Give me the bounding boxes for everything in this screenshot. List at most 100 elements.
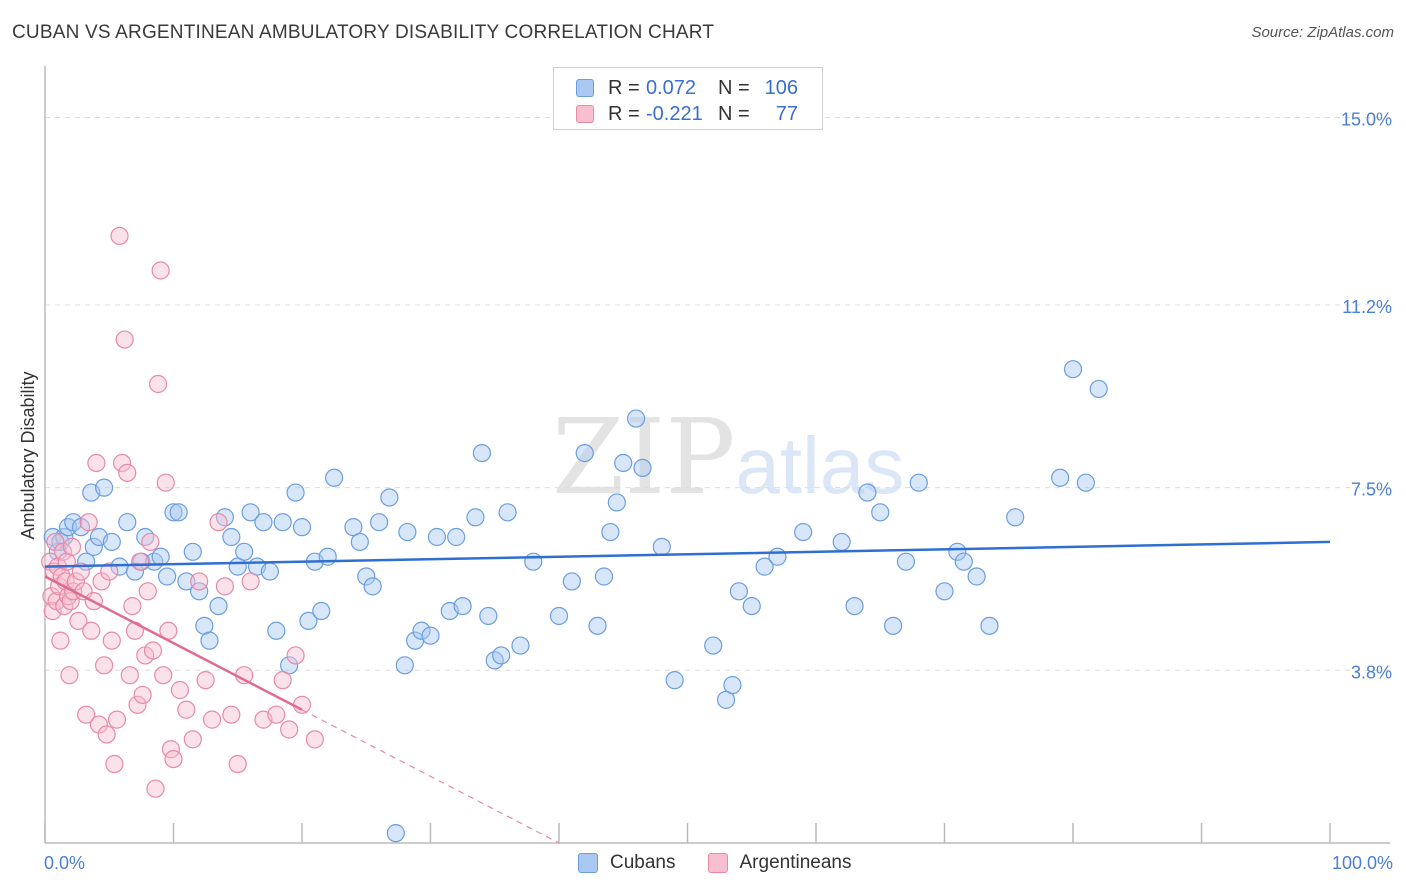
series-legend-argentineans[interactable]: Argentineans: [707, 852, 851, 874]
argentinean-point: [133, 685, 152, 705]
cuban-point: [222, 527, 241, 547]
cuban-point: [742, 596, 761, 616]
cuban-point: [292, 518, 312, 537]
cuban-point: [177, 572, 196, 591]
legend-r-label: R =: [608, 102, 640, 125]
argentinean-point: [215, 577, 234, 596]
argentinean-point: [151, 261, 170, 280]
cuban-point: [209, 596, 228, 616]
argentinean-point: [143, 641, 163, 660]
cuban-point: [421, 626, 440, 645]
series-legend: Cubans Argentineans: [578, 852, 883, 874]
argentinean-point: [120, 666, 139, 685]
cuban-point: [575, 443, 594, 463]
cuban-point: [511, 636, 530, 655]
cuban-point: [235, 542, 254, 561]
cuban-point: [858, 483, 877, 502]
argentinean-point: [107, 710, 127, 729]
argentinean-point: [222, 705, 241, 724]
cuban-point: [948, 542, 967, 561]
argentinean-point: [46, 532, 65, 552]
cuban-point: [665, 671, 684, 690]
cuban-point: [200, 631, 219, 650]
cuban-point: [267, 621, 286, 640]
cuban-trend-line: [44, 540, 1331, 568]
cuban-point: [260, 562, 279, 581]
argentinean-point: [53, 542, 73, 561]
cuban-point: [614, 453, 633, 473]
argentinean-point: [66, 572, 85, 591]
source-label: Source: ZipAtlas.com: [1251, 24, 1394, 41]
legend-r-value: -0.221: [646, 102, 703, 125]
cuban-point: [896, 552, 916, 571]
argentinean-point: [292, 695, 312, 714]
legend-n-value: 77: [775, 102, 798, 125]
series-legend-cubans[interactable]: Cubans: [578, 852, 676, 874]
argentinean-point: [92, 572, 111, 591]
cuban-point: [562, 572, 581, 591]
cuban-point: [1051, 468, 1070, 487]
cuban-point: [1089, 379, 1108, 399]
cuban-point: [164, 503, 183, 522]
cuban-point: [84, 537, 103, 556]
argentinean-point: [209, 513, 228, 532]
argentinean-point: [95, 656, 114, 675]
cuban-point: [412, 621, 431, 640]
cuban-point: [954, 552, 973, 571]
cuban-point: [498, 503, 517, 522]
legend-r-value: 0.072: [646, 76, 697, 99]
legend-row-argentineans: R = -0.221 N = 77: [576, 102, 798, 126]
cuban-point: [299, 611, 318, 631]
argentinean-point: [87, 453, 106, 473]
cuban-point: [386, 824, 405, 843]
cuban-point: [980, 616, 999, 635]
cuban-point: [607, 493, 626, 512]
argentinean-point: [130, 552, 150, 571]
cuban-point: [151, 547, 170, 566]
argentinean-point: [51, 631, 70, 650]
argentinean-point: [69, 611, 88, 631]
cuban-point: [1063, 360, 1083, 379]
cuban-point: [479, 606, 498, 626]
argentinean-point: [71, 562, 91, 581]
watermark-atlas: atlas: [735, 421, 905, 510]
cuban-point: [967, 567, 986, 586]
series-swatch-argentineans: [707, 853, 728, 873]
cuban-point: [909, 473, 928, 492]
argentinean-point: [146, 779, 165, 798]
cuban-point: [318, 547, 337, 566]
watermark-zip: ZIP: [552, 396, 736, 518]
argentinean-point: [190, 572, 209, 591]
cuban-point: [652, 537, 671, 556]
y-tick-label: 3.8%: [1351, 662, 1392, 682]
cuban-point: [380, 488, 399, 507]
cuban-point: [398, 522, 417, 542]
argentinean-point: [112, 453, 132, 473]
argentinean-point: [141, 532, 160, 552]
cuban-point: [286, 483, 305, 502]
argentinean-point: [154, 666, 173, 685]
legend-row-cubans: R = 0.072 N = 106: [576, 76, 798, 100]
cuban-point: [594, 567, 614, 586]
cuban-point: [312, 601, 331, 621]
cuban-point: [723, 675, 742, 695]
argentinean-point: [79, 513, 98, 532]
cuban-point: [447, 527, 466, 547]
cuban-point: [729, 582, 749, 601]
argentinean-point: [102, 631, 121, 650]
cuban-point: [190, 582, 209, 601]
cuban-point: [524, 552, 543, 571]
series-label-cubans: Cubans: [610, 852, 676, 873]
cuban-point: [169, 503, 188, 522]
cuban-point: [59, 518, 78, 537]
legend-r-label: R =: [608, 76, 640, 99]
argentinean-point: [89, 715, 109, 734]
cuban-point: [273, 513, 292, 532]
cuban-point: [626, 409, 646, 428]
x-tick-label: 0.0%: [44, 853, 85, 873]
argentinean-point: [128, 695, 147, 714]
cuban-point: [871, 503, 890, 522]
cuban-point: [157, 567, 177, 586]
x-tick-label: 100.0%: [1332, 853, 1393, 873]
correlation-legend: R = 0.072 N = 106 R = -0.221 N = 77: [553, 67, 823, 130]
